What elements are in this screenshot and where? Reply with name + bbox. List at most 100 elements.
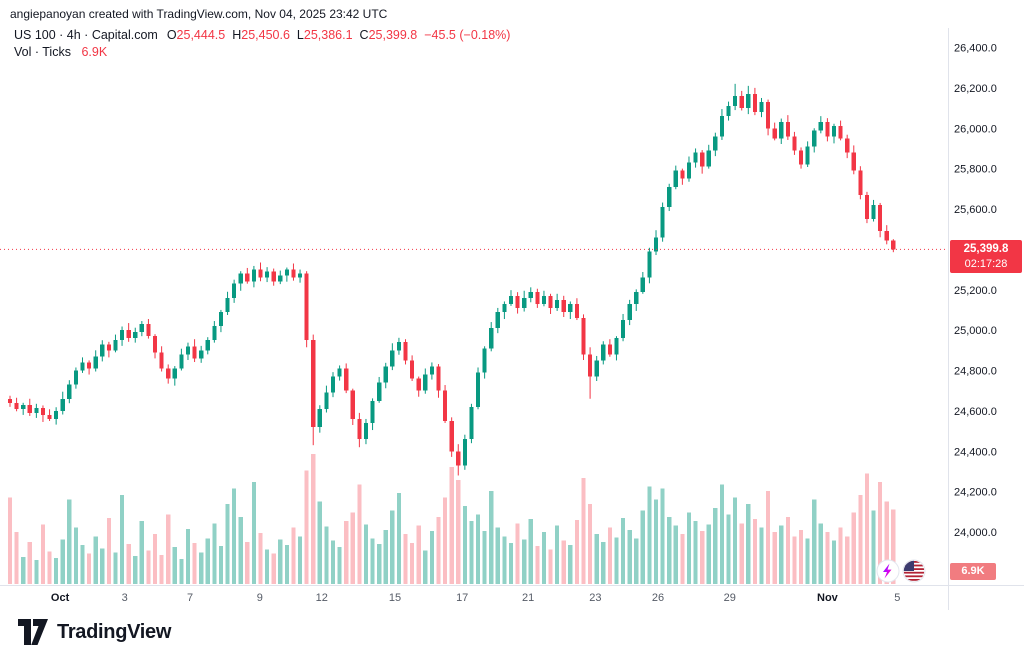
volume-bar [851, 512, 856, 584]
volume-bar [87, 553, 92, 584]
candle-body [871, 204, 876, 220]
volume-bar [271, 553, 276, 584]
volume-bar [100, 548, 105, 584]
candle-body [93, 356, 98, 369]
candle-body [40, 407, 46, 415]
volume-bar [660, 488, 665, 584]
price-tick-label: 25,200.0 [954, 285, 997, 297]
volume-scale-badge: 6.9K [950, 563, 996, 580]
candle-body [245, 273, 250, 282]
volume-bar [858, 495, 863, 584]
candle-body [746, 93, 751, 109]
candle-body [759, 102, 764, 113]
candle-body [442, 390, 448, 421]
tradingview-logo-icon [18, 619, 48, 645]
candle-body [344, 368, 349, 391]
price-tick-label: 24,000.0 [954, 527, 997, 539]
candle-body [640, 277, 645, 292]
candle-body [146, 324, 151, 337]
candle-body [812, 130, 817, 147]
volume-label[interactable]: Vol · Ticks [14, 45, 71, 59]
last-price-value: 25,399.8 [963, 243, 1009, 256]
volume-bar [838, 527, 843, 584]
candle-body [891, 240, 896, 250]
time-tick-label: 15 [389, 592, 401, 604]
candle-body [119, 330, 125, 341]
volume-bar [508, 542, 514, 584]
price-tick-label: 25,600.0 [954, 204, 997, 216]
volume-bar [831, 540, 837, 584]
low-value: 25,386.1 [303, 28, 353, 42]
legend: US 100 · 4h · Capital.com O25,444.5 H25,45… [14, 27, 510, 61]
candle-body [574, 303, 580, 319]
candle-body [390, 350, 395, 367]
volume-bar [251, 482, 256, 584]
volume-bar [284, 545, 289, 584]
volume-bar [634, 538, 639, 584]
tradingview-wordmark: TradingView [57, 620, 172, 643]
volume-bar [825, 532, 830, 584]
chart-area[interactable]: 26,400.0 26,200.0 26,000.0 25,800.0 25,600.0… [0, 0, 1024, 612]
candle-body [673, 170, 678, 187]
volume-bar [297, 536, 303, 584]
volume-bar [212, 523, 217, 584]
volume-bar [693, 521, 698, 584]
candle-body [548, 295, 553, 308]
time-tick-label: 23 [589, 592, 601, 604]
candle-body [515, 295, 520, 308]
volume-bar [21, 556, 26, 584]
candle-body [733, 95, 738, 107]
volume-bar [370, 538, 375, 584]
candle-body [87, 362, 92, 369]
candle-body [271, 271, 276, 282]
price-tick-label: 26,200.0 [954, 83, 997, 95]
volume-bar [172, 547, 177, 584]
volume-bar [344, 521, 349, 584]
bar-countdown: 02:17:28 [964, 258, 1008, 271]
candle-body [713, 136, 718, 151]
candle-body [370, 400, 375, 423]
candle-body [113, 340, 118, 351]
candle-body [232, 283, 237, 298]
candle-body [469, 406, 474, 440]
volume-bar [469, 521, 474, 584]
volume-bar [482, 530, 487, 584]
candle-body [179, 354, 184, 369]
candle-body [185, 346, 191, 355]
candle-body [297, 273, 303, 278]
close-value: 25,399.8 [368, 28, 418, 42]
candle-body [594, 360, 599, 377]
open-label: O [166, 28, 177, 42]
boost-icon[interactable] [876, 559, 900, 583]
candle-body [726, 106, 731, 117]
candle-body [330, 376, 336, 393]
candle-body [7, 398, 13, 403]
volume-bar [317, 501, 322, 584]
candle-body [225, 297, 230, 312]
volume-bar [779, 525, 784, 584]
volume-bar [864, 473, 870, 584]
volume-bar [139, 521, 144, 584]
time-tick-label: Nov [817, 592, 839, 604]
tradingview-logo[interactable]: TradingView [18, 619, 171, 645]
volume-bar [47, 551, 52, 584]
candle-body [785, 122, 790, 137]
candle-body [152, 336, 158, 353]
high-label: H [232, 28, 242, 42]
volume-bar [54, 558, 59, 584]
candle-body [693, 152, 698, 163]
volume-bar [113, 552, 118, 584]
volume-bar [627, 529, 632, 584]
time-tick-label: Oct [51, 592, 70, 604]
candle-body [700, 152, 705, 167]
candle-body [337, 368, 342, 377]
us-flag-icon [902, 559, 926, 583]
candle-body [752, 93, 757, 113]
low-label: L [296, 28, 304, 42]
candle-body [535, 291, 540, 304]
volume-bar [581, 477, 586, 584]
volume-bar [601, 541, 606, 584]
volume-bar [330, 540, 336, 584]
candle-body [159, 352, 164, 369]
symbol-title[interactable]: US 100 · 4h · Capital.com [14, 28, 158, 42]
